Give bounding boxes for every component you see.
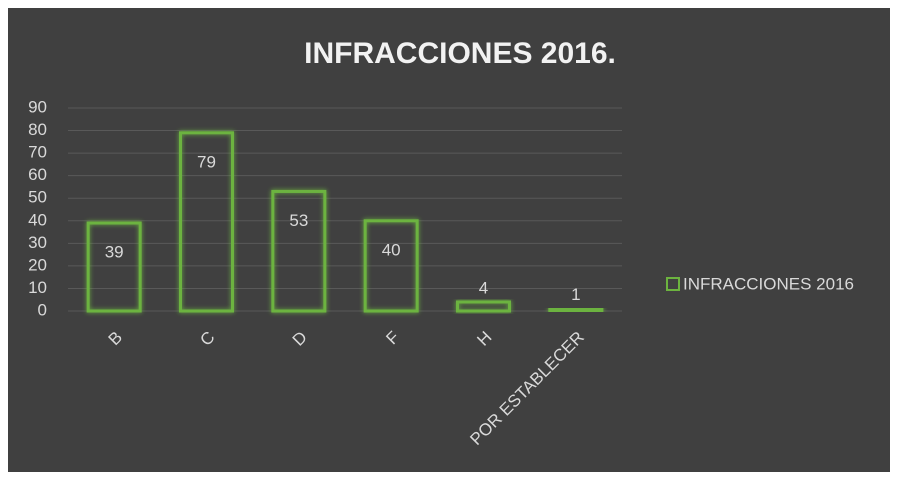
data-label: 79 [197,152,216,171]
y-tick-label: 20 [28,255,47,274]
y-tick-label: 0 [38,300,47,319]
y-tick-label: 30 [28,233,47,252]
y-tick-label: 60 [28,165,47,184]
chart-title: INFRACCIONES 2016. [304,37,616,70]
y-tick-label: 50 [28,188,47,207]
y-tick-label: 90 [28,97,47,116]
y-tick-label: 70 [28,143,47,162]
bar [456,300,511,313]
legend-label: INFRACCIONES 2016 [683,274,854,293]
chart-background [8,8,890,472]
data-label: 40 [382,240,401,259]
y-tick-label: 80 [28,120,47,139]
y-tick-label: 40 [28,210,47,229]
y-tick-label: 10 [28,278,47,297]
bar [86,221,142,313]
data-label: 4 [479,278,488,297]
data-label: 53 [289,211,308,230]
bar [179,131,234,313]
bar [548,307,604,313]
bar [271,189,327,313]
bar [363,219,419,313]
data-label: 1 [571,285,580,304]
legend-swatch [666,277,680,291]
data-label: 39 [105,243,124,262]
